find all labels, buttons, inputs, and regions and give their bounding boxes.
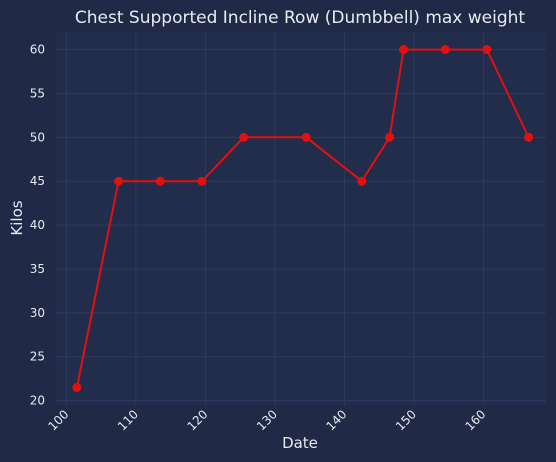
data-point xyxy=(440,45,450,55)
x-tick-label: 140 xyxy=(323,407,349,433)
chart-title: Chest Supported Incline Row (Dumbbell) m… xyxy=(75,8,526,28)
data-point xyxy=(155,176,165,186)
y-tick-label: 30 xyxy=(30,306,45,320)
y-tick-label: 35 xyxy=(30,262,45,276)
data-point xyxy=(385,132,395,142)
series-line xyxy=(75,48,530,388)
data-point xyxy=(524,132,534,142)
data-point xyxy=(114,176,124,186)
data-point xyxy=(399,45,409,55)
y-axis: 20 25 30 35 40 45 50 55 60 xyxy=(30,43,45,408)
x-tick-label: 160 xyxy=(462,407,488,433)
x-axis-label: Date xyxy=(282,434,318,452)
y-tick-label: 55 xyxy=(30,86,45,100)
y-tick-label: 60 xyxy=(30,43,45,57)
data-point xyxy=(357,176,367,186)
y-tick-label: 25 xyxy=(30,350,45,364)
x-tick-label: 120 xyxy=(184,407,210,433)
y-tick-label: 40 xyxy=(30,218,45,232)
data-point xyxy=(301,132,311,142)
x-tick-label: 150 xyxy=(393,407,419,433)
y-axis-label: Kilos xyxy=(8,200,26,235)
x-tick-label: 110 xyxy=(115,407,141,433)
x-tick-label: 130 xyxy=(254,407,280,433)
x-axis: 100 110 120 130 140 150 160 xyxy=(45,407,488,433)
series-group xyxy=(72,45,534,392)
x-tick-label: 100 xyxy=(45,407,71,433)
y-tick-label: 50 xyxy=(30,130,45,144)
data-point xyxy=(482,45,492,55)
data-point xyxy=(197,176,207,186)
y-tick-label: 20 xyxy=(30,394,45,408)
y-tick-label: 45 xyxy=(30,174,45,188)
data-point xyxy=(72,382,82,392)
data-point xyxy=(239,132,249,142)
plot-area xyxy=(56,32,546,405)
